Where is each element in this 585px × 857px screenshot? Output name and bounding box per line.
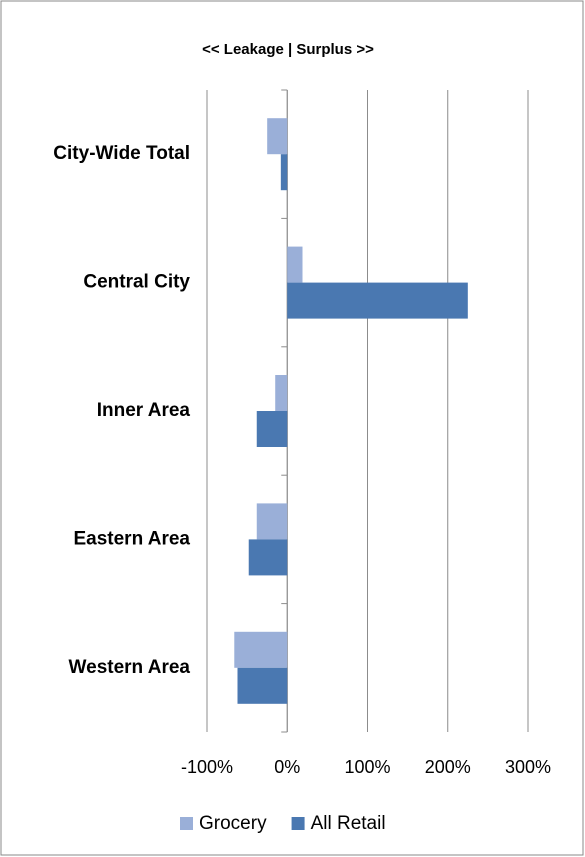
x-tick-label: 200% [425,757,471,777]
x-tick-label: 0% [274,757,300,777]
legend-swatch [291,817,305,830]
bar [287,282,468,319]
bar [234,631,288,668]
bar [287,246,303,283]
bar [237,667,288,704]
y-tick-label: Eastern Area [73,528,190,549]
y-tick-label: City-Wide Total [53,143,190,164]
y-tick-label: Inner Area [97,400,191,421]
bar [256,503,288,540]
legend-label: Grocery [199,813,267,834]
bar [275,375,288,411]
x-tick-label: -100% [181,757,233,777]
legend-label: All Retail [311,813,386,834]
y-tick-label: Central City [83,272,190,293]
bar [256,411,288,447]
bar [280,154,288,191]
bar [248,539,288,576]
chart-title: << Leakage | Surplus >> [202,41,374,58]
legend-swatch [180,817,193,830]
x-tick-label: 100% [344,757,390,777]
bar [267,118,288,155]
x-tick-label: 300% [505,757,551,777]
y-tick-label: Western Area [69,657,191,678]
